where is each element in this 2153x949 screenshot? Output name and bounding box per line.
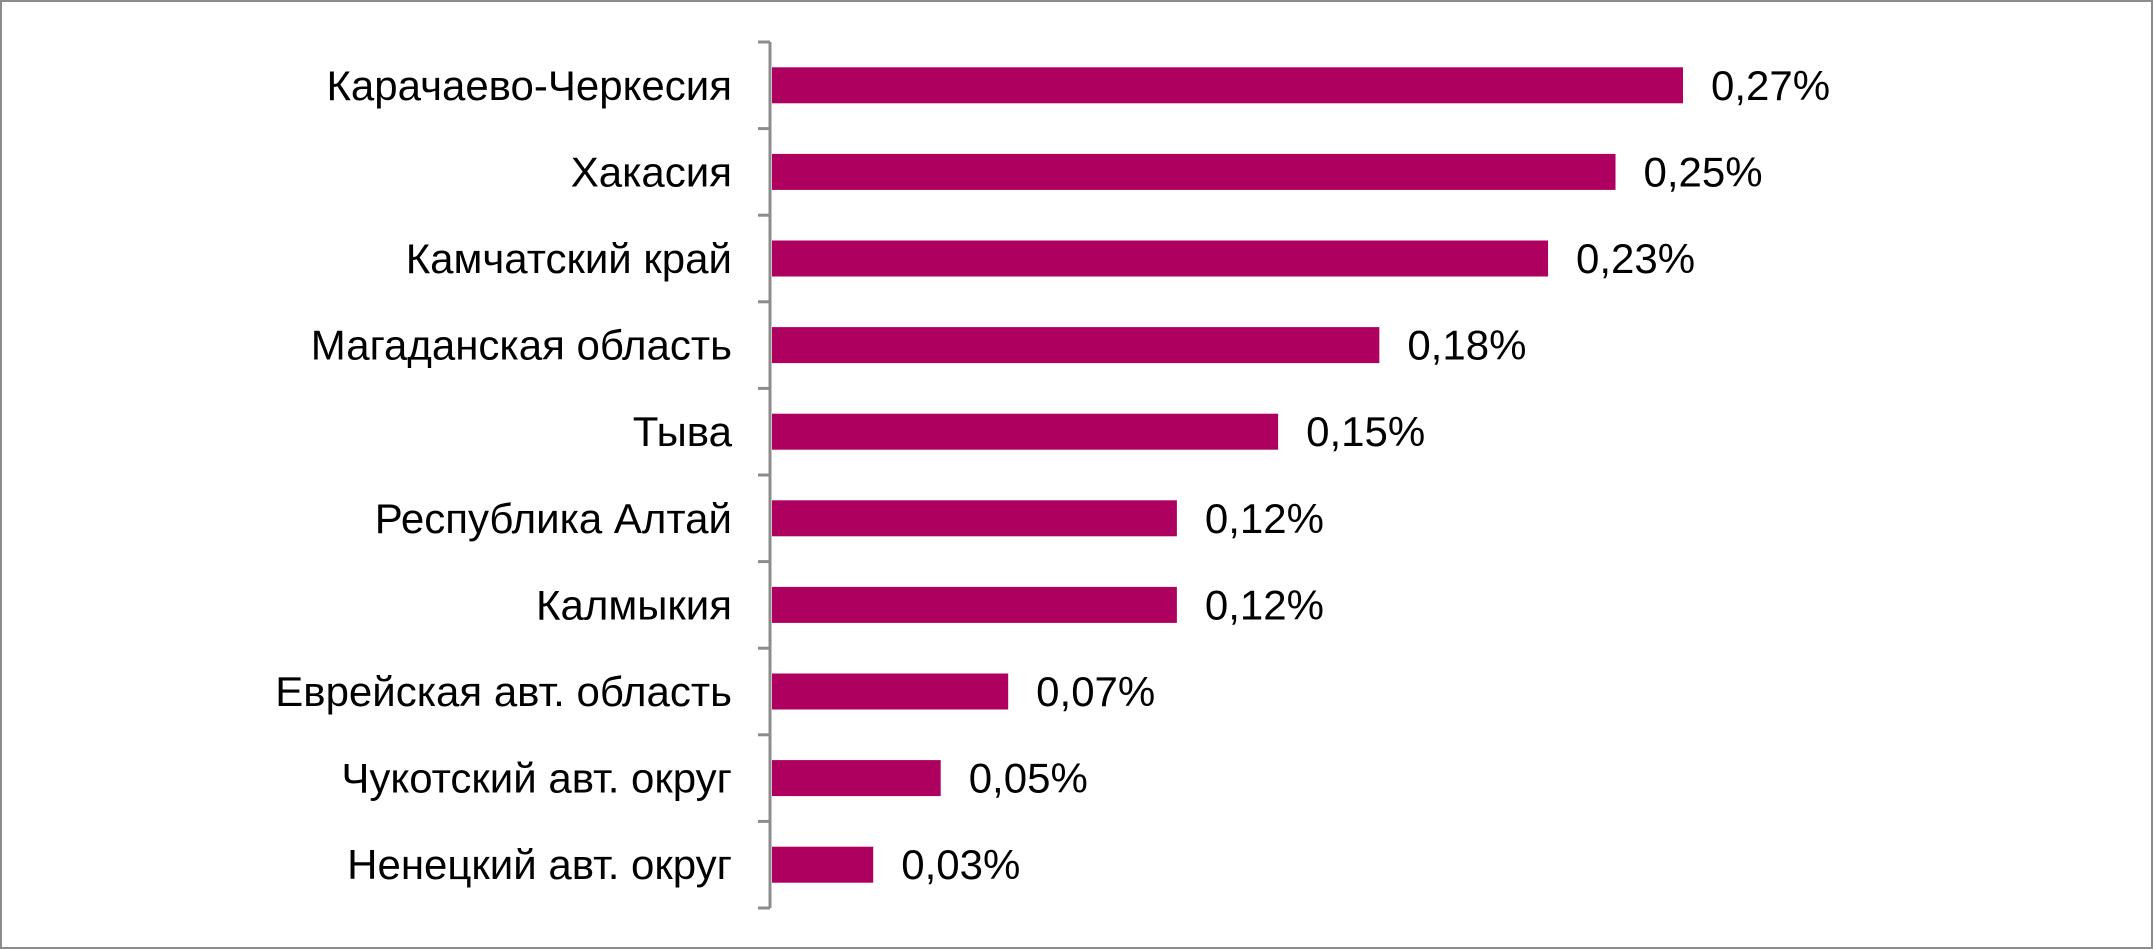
- value-labels: 0,27% 0,25% 0,23% 0,18% 0,15% 0,12% 0,12% 0,07%…: [901, 62, 1830, 888]
- bar: [772, 760, 941, 797]
- bar: [772, 153, 1616, 190]
- category-label: Тыва: [633, 408, 733, 455]
- category-label: Магаданская область: [311, 322, 732, 369]
- bars-layer: [772, 67, 1683, 883]
- category-label: Республика Алтай: [375, 495, 732, 542]
- category-label: Калмыкия: [536, 581, 732, 628]
- data-label: 0,25%: [1644, 148, 1763, 195]
- category-labels: Карачаево-Черкесия Хакасия Камчатский край…: [275, 62, 732, 888]
- data-label: 0,12%: [1205, 495, 1324, 542]
- bar: [772, 846, 874, 883]
- category-label: Камчатский край: [406, 235, 732, 282]
- bar: [772, 500, 1177, 537]
- data-label: 0,03%: [901, 841, 1020, 888]
- bar: [772, 240, 1549, 277]
- data-label: 0,07%: [1036, 668, 1155, 715]
- data-label: 0,27%: [1711, 62, 1830, 109]
- bar: [772, 673, 1009, 710]
- bar: [772, 413, 1279, 450]
- data-label: 0,05%: [969, 755, 1088, 802]
- data-label: 0,18%: [1407, 322, 1526, 369]
- category-label: Ненецкий авт. округ: [347, 841, 732, 888]
- bar: [772, 327, 1380, 364]
- category-axis: [758, 40, 772, 910]
- data-label: 0,12%: [1205, 581, 1324, 628]
- bar: [772, 586, 1177, 623]
- category-label: Чукотский авт. округ: [341, 755, 732, 802]
- category-label: Хакасия: [571, 148, 732, 195]
- data-label: 0,15%: [1306, 408, 1425, 455]
- bar: [772, 67, 1683, 104]
- category-label: Карачаево-Черкесия: [326, 62, 732, 109]
- data-label: 0,23%: [1576, 235, 1695, 282]
- category-label: Еврейская авт. область: [275, 668, 732, 715]
